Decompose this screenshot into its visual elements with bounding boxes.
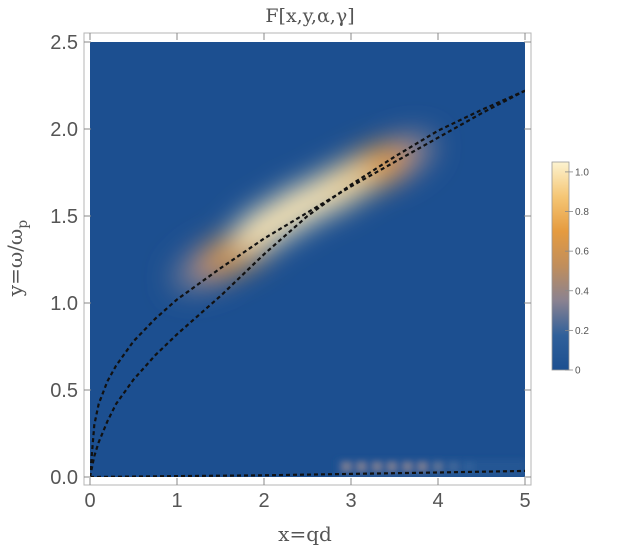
x-axis-label: x=qd — [278, 522, 332, 546]
y-tick-label: 2.5 — [50, 32, 78, 54]
dashed-curve-3 — [90, 469, 525, 477]
x-tick-label: 3 — [345, 490, 356, 512]
heatmap-hotspot — [171, 133, 435, 292]
low-band-spot — [433, 461, 443, 472]
dashed-curve-2 — [90, 89, 525, 477]
colorbar-tick-label: 0.8 — [575, 207, 589, 218]
colorbar-tick-label: 0.6 — [575, 247, 589, 258]
colorbar-tick-label: 0 — [575, 366, 581, 377]
hotspot-blob — [258, 180, 340, 235]
chart-title: F[x,y,α,γ] — [265, 5, 354, 27]
x-tick-label: 0 — [84, 490, 95, 512]
colorbar-tick-label: 0.4 — [575, 286, 589, 297]
y-tick-label: 0.0 — [50, 467, 78, 489]
axis-ticks: 0 1 2 3 4 5 0.0 0.5 1.0 1.5 2.0 2.5 — [50, 32, 531, 512]
low-band-spot — [448, 461, 459, 472]
low-band-spot — [372, 461, 383, 472]
y-axis-label: y=ω/ω — [3, 229, 27, 297]
low-band-spot — [464, 461, 475, 472]
low-band-spot — [386, 461, 397, 472]
low-band-spot — [356, 461, 367, 472]
x-tick-label: 1 — [171, 490, 182, 512]
low-band-spot — [417, 461, 428, 472]
y-tick-label: 1.0 — [50, 293, 78, 315]
heatmap-background — [90, 42, 525, 477]
low-band-spot — [341, 461, 352, 472]
y-axis-label-group: y=ω/ωp — [3, 220, 31, 297]
y-tick-label: 2.0 — [50, 119, 78, 141]
svg-text:y=ω/ωp: y=ω/ωp — [3, 220, 31, 297]
y-axis-label-subscript: p — [15, 220, 31, 229]
plot-frame — [83, 32, 532, 486]
x-tick-label: 4 — [432, 490, 443, 512]
y-tick-label: 0.5 — [50, 380, 78, 402]
dashed-curve-1 — [90, 89, 525, 477]
colorbar-tick-label: 0.2 — [575, 326, 589, 337]
x-tick-label: 2 — [258, 490, 269, 512]
colorbar-gradient — [551, 161, 570, 371]
low-band-spot — [402, 461, 413, 472]
x-tick-label: 5 — [519, 490, 530, 512]
dispersion-curves — [90, 89, 525, 477]
colorbar: 0 0.2 0.4 0.6 0.8 1.0 — [551, 161, 589, 377]
colorbar-tick-label: 1.0 — [575, 167, 589, 178]
plot-area — [90, 42, 525, 477]
y-tick-label: 1.5 — [50, 206, 78, 228]
